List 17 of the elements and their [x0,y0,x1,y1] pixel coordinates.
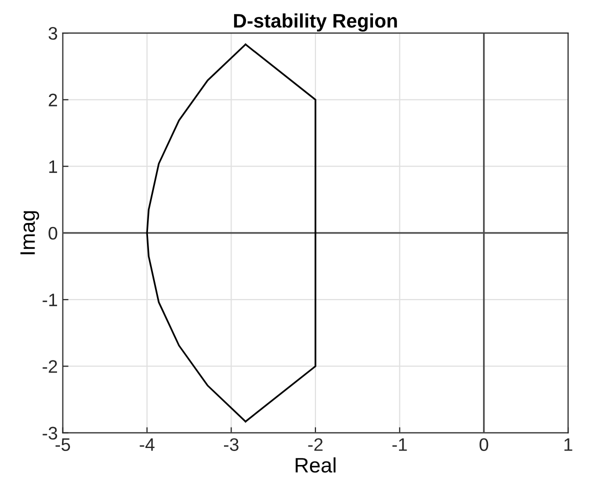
x-tick-label: -4 [140,438,155,451]
y-axis-title: Imag [20,211,40,254]
x-tick-label: -3 [224,438,238,451]
y-tick-label: 3 [48,27,58,40]
chart-title: D-stability Region [234,13,397,32]
x-tick-label: 0 [480,438,488,451]
y-tick-label: 0 [48,226,58,240]
y-tick-label: -3 [42,426,58,440]
y-tick-label: 2 [48,94,58,106]
x-axis-title: Real [296,457,336,473]
y-tick-label: -2 [42,360,58,373]
y-tick-label: -1 [42,294,58,306]
x-tick-label: 1 [564,438,572,451]
x-tick-label: -5 [56,438,70,451]
x-tick-label: -1 [392,438,407,451]
y-tick-label: 1 [49,160,58,173]
x-tick-label: -2 [308,438,323,451]
